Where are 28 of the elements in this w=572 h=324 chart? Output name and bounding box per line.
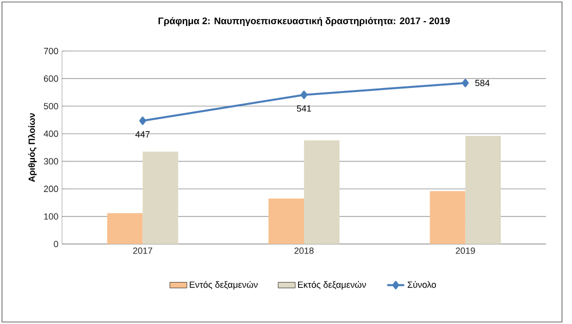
x-tick-label: 2017 xyxy=(133,248,152,254)
point xyxy=(300,90,308,100)
y-tick-label: 700 xyxy=(44,48,58,54)
y-tick-label: 300 xyxy=(44,158,58,164)
x-tick-label: 2019 xyxy=(456,248,475,254)
data-label: 584 xyxy=(475,80,490,86)
y-axis-title: Αριθμός Πλοίων xyxy=(28,113,37,182)
y-tick-label: 200 xyxy=(44,186,58,192)
y-tick-label: 0 xyxy=(54,240,58,248)
data-label: 447 xyxy=(135,131,150,138)
data-label: 541 xyxy=(296,105,312,112)
bar xyxy=(304,140,340,244)
y-tick-label: 600 xyxy=(44,75,58,82)
bar xyxy=(107,213,143,244)
x-tick-label: 2018 xyxy=(294,248,314,254)
y-tick-label: 400 xyxy=(44,130,58,137)
legend-label: Εντός δεξαμενών xyxy=(190,281,258,290)
bar xyxy=(268,198,304,244)
legend-label: Σύνολο xyxy=(408,281,436,288)
chart-title: Γράφημα 2: Ναυπηγοεπισκευαστική δραστηριότητα: 2017 - 2019 xyxy=(158,17,450,26)
bar xyxy=(142,152,178,244)
bar xyxy=(465,136,501,244)
point xyxy=(139,116,146,125)
point xyxy=(462,78,469,88)
y-tick-label: 500 xyxy=(44,102,58,110)
y-tick-label: 100 xyxy=(44,213,58,220)
bar xyxy=(430,191,466,244)
legend-label: Εκτός δεξαμενών xyxy=(298,281,366,290)
